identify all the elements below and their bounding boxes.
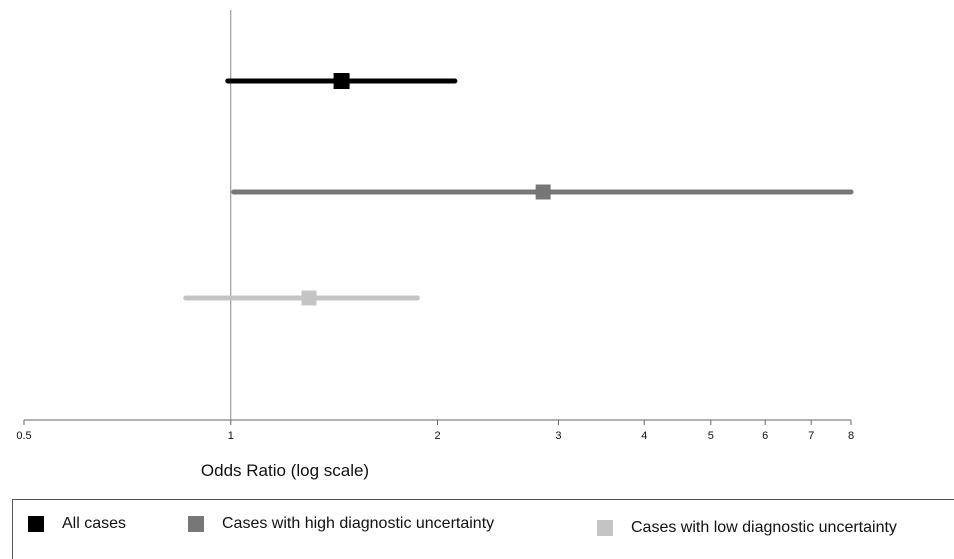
x-axis-label: Odds Ratio (log scale) <box>201 461 369 480</box>
legend-swatch-high-uncertainty <box>188 516 204 532</box>
axes: 0.5 1 2 3 4 5 6 7 8 <box>16 10 854 442</box>
forest-plot: 0.5 1 2 3 4 5 6 7 8 Odds Ratio (log scale) <box>16 10 854 480</box>
x-tick-label: 2 <box>434 430 440 442</box>
point-estimate <box>535 184 551 200</box>
legend-item-high-uncertainty: Cases with high diagnostic uncertainty <box>188 514 494 534</box>
point-estimate <box>333 73 350 89</box>
point-estimate <box>301 290 317 306</box>
legend-swatch-all-cases <box>28 516 44 532</box>
x-tick-label: 3 <box>555 430 561 442</box>
x-tick-label: 7 <box>808 430 814 442</box>
data-marks <box>183 73 854 306</box>
x-tick-label: 0.5 <box>16 430 31 442</box>
x-tick-label: 8 <box>848 430 854 442</box>
x-tick-label: 5 <box>708 430 714 442</box>
legend-item-low-uncertainty: Cases with low diagnostic uncertainty <box>597 518 897 538</box>
x-tick-label: 4 <box>641 430 647 442</box>
legend-frame <box>12 499 954 559</box>
legend-swatch-low-uncertainty <box>597 520 613 536</box>
x-tick-label: 1 <box>228 430 234 442</box>
legend-label-high-uncertainty: Cases with high diagnostic uncertainty <box>222 515 495 532</box>
legend-label-low-uncertainty: Cases with low diagnostic uncertainty <box>631 519 897 536</box>
legend-item-all-cases: All cases <box>28 514 126 534</box>
legend-label-all-cases: All cases <box>62 515 127 532</box>
x-tick-label: 6 <box>762 430 768 442</box>
